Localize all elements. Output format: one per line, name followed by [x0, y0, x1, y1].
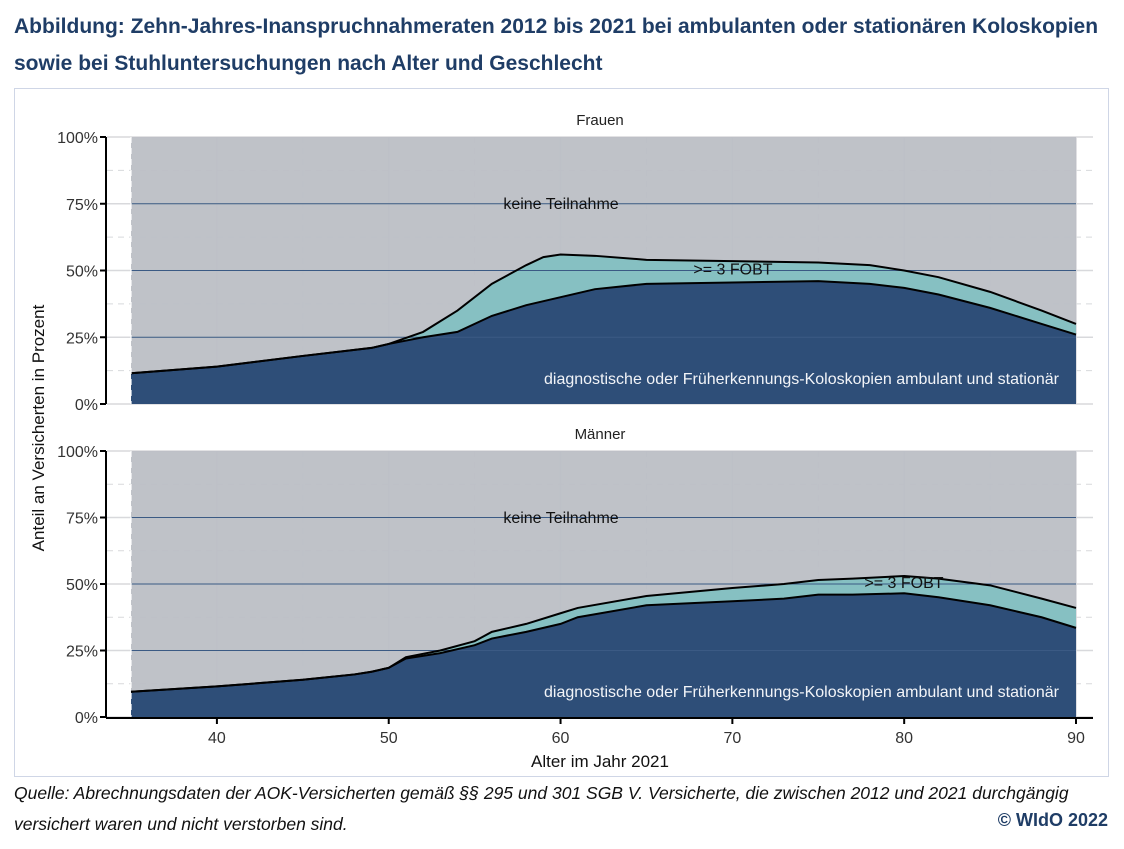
- label-fobt: >= 3 FOBT: [864, 575, 943, 592]
- source-note: Quelle: Abrechnungsdaten der AOK-Versich…: [14, 783, 1069, 834]
- label-koloskopie: diagnostische oder Früherkennungs-Kolosk…: [544, 371, 1060, 388]
- label-fobt: >= 3 FOBT: [693, 262, 772, 279]
- figure-title: Abbildung: Zehn-Jahres-Inanspruchnahmera…: [14, 15, 1099, 75]
- line-koloskopie: [130, 280, 1077, 375]
- panel-title: Frauen: [576, 112, 624, 129]
- y-axis-label: Anteil an Versicherten in Prozent: [29, 304, 48, 551]
- area-koloskopie: [131, 593, 1076, 717]
- x-tick-label: 70: [723, 730, 741, 747]
- y-tick-label: 50%: [66, 577, 98, 594]
- x-tick-label: 50: [380, 730, 398, 747]
- x-tick-label: 60: [552, 730, 570, 747]
- y-tick-label: 0%: [75, 397, 98, 414]
- y-tick-label: 100%: [57, 444, 98, 461]
- x-tick-label: 80: [895, 730, 913, 747]
- y-tick-label: 100%: [57, 130, 98, 147]
- label-keine-teilnahme: keine Teilnahme: [503, 510, 618, 527]
- copyright: © WIdO 2022: [997, 810, 1108, 830]
- chart-frame: [14, 88, 1109, 777]
- x-tick-label: 40: [208, 730, 226, 747]
- y-tick-label: 25%: [66, 330, 98, 347]
- y-tick-label: 75%: [66, 511, 98, 528]
- y-tick-label: 50%: [66, 264, 98, 281]
- label-keine-teilnahme: keine Teilnahme: [503, 196, 618, 213]
- panel-title: Männer: [575, 426, 626, 443]
- x-axis-label: Alter im Jahr 2021: [531, 752, 669, 771]
- label-koloskopie: diagnostische oder Früherkennungs-Kolosk…: [544, 684, 1060, 701]
- y-tick-label: 25%: [66, 644, 98, 661]
- line-koloskopie: [130, 592, 1077, 693]
- y-tick-label: 0%: [75, 710, 98, 727]
- y-tick-label: 75%: [66, 197, 98, 214]
- x-tick-label: 90: [1067, 730, 1085, 747]
- area-koloskopie: [131, 281, 1076, 404]
